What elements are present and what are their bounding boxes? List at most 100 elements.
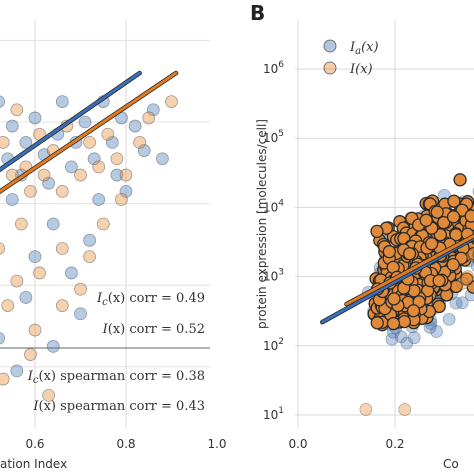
panel-a-point-ia (19, 291, 33, 304)
panel-a-point-ia (74, 307, 87, 321)
panel-a-point-i (133, 135, 147, 149)
panel-b-point-i (446, 210, 461, 224)
panel-a-point-ia (78, 115, 92, 129)
panel-b-x-tick-label: 0.0 (288, 437, 307, 451)
panel-a-point-i (119, 168, 133, 182)
panel-b-points (359, 173, 474, 416)
panel-b-point-i (437, 216, 451, 230)
panel-a-x-ticks: 0.6 0.8 1.0 (25, 437, 226, 451)
panel-a-point-i (101, 127, 115, 141)
panel-a-fit-lines (0, 70, 179, 195)
panel-b-point-ia (385, 332, 399, 346)
panel-a-point-ia (137, 144, 151, 157)
panel-a-point-i (0, 136, 10, 149)
panel-b-point-outlier (456, 276, 470, 290)
panel-b-point-i (424, 237, 439, 251)
panel-a-point-i (24, 184, 37, 198)
panel-a-point-ia (0, 95, 5, 108)
panel-a-point-i (24, 348, 37, 361)
panel-a-point-i (142, 111, 156, 125)
panel-a-point-i (0, 242, 5, 255)
legend-marker (323, 61, 337, 75)
panel-b-point-outlier (359, 403, 373, 416)
panel-b-point-outlier (398, 403, 412, 416)
panel-a-point-ia (65, 160, 78, 174)
panel-b-fit-line-orange (345, 234, 474, 306)
panel-b-point-i (397, 314, 411, 329)
panel-b-point-ia (449, 296, 463, 310)
panel-a-x-axis-label: ation Index (0, 457, 67, 471)
panel-a-point-ia (28, 250, 42, 264)
panel-a-point-ia (155, 152, 169, 166)
panel-a-point-i (55, 299, 69, 313)
panel-a-point-ia (92, 193, 106, 206)
panel-a-point-i (55, 242, 69, 255)
panel-a-point-ia (146, 103, 160, 117)
panel-b-y-ticks: 101 102 103 104 105 106 (263, 60, 284, 422)
panel-a-point-ia (46, 339, 60, 353)
legend-label: Ia(x) (349, 40, 379, 57)
panel-a-points (0, 95, 178, 402)
panel-a-point-ia (10, 364, 24, 378)
panel-a-point-ia (119, 184, 133, 198)
panel-b-point-i (430, 205, 444, 219)
panel-a-point-ia (5, 193, 19, 206)
panel-b-y-tick-label: 101 (263, 406, 284, 422)
panel-a-point-i (92, 160, 106, 174)
panel-a-annotation: Ic(x) spearman corr = 0.38 (27, 369, 205, 386)
panel-a-point-i (83, 250, 96, 264)
panel-b: B Ia(x) I(x) 101 102 103 104 105 106 0.0 0.2 pr… (250, 1, 474, 471)
panel-a-annotation: Ic(x) corr = 0.49 (96, 291, 205, 308)
panel-a-annotation: I(x) spearman corr = 0.43 (32, 399, 205, 414)
panel-a-point-ia (19, 135, 33, 149)
panel-a-point-i (165, 95, 178, 108)
panel-b-point-i (447, 194, 461, 208)
panel-a-point-i (74, 168, 87, 182)
panel-a-x-tick-label: 1.0 (207, 437, 226, 451)
panel-b-y-tick-label: 103 (263, 268, 284, 284)
panel-b-point-ia (430, 325, 443, 338)
panel-a-point-i (55, 184, 69, 198)
panel-a-point-i (42, 388, 56, 402)
panel-b-point-i (419, 213, 433, 227)
panel-b-point-i (386, 316, 401, 331)
panel-a-fit-line-blue (0, 71, 142, 172)
panel-b-y-tick-label: 105 (263, 129, 284, 145)
panel-a-annotation: I(x) corr = 0.52 (102, 322, 205, 337)
panel-a-point-i (28, 323, 42, 337)
panel-b-point-i (406, 304, 421, 318)
panel-b-x-tick-label: 0.2 (385, 437, 404, 451)
panel-b-point-i (446, 258, 460, 272)
panel-a-point-ia (42, 176, 56, 190)
panel-b-point-i (382, 245, 396, 259)
panel-b-point-ia (407, 331, 421, 345)
panel-b-point-ia (442, 312, 456, 326)
panel-b-point-i (432, 274, 446, 288)
panel-a-point-i (10, 103, 24, 117)
panel-a-point-ia (87, 152, 101, 166)
panel-b-y-tick-label: 102 (263, 337, 284, 353)
panel-b-point-ia (470, 260, 474, 272)
panel-b-y-tick-label: 106 (263, 60, 284, 76)
panel-b-point-outlier (466, 249, 474, 263)
panel-b-y-tick-label: 104 (263, 198, 284, 214)
panel-b-point-i (453, 173, 467, 187)
panel-a-x-tick-label: 0.6 (25, 437, 44, 451)
panel-a-fit-line-orange (0, 71, 178, 194)
panel-a-annotations: Ic(x) corr = 0.49 I(x) corr = 0.52 Ic(x) s… (27, 291, 205, 414)
panel-a-point-ia (83, 233, 96, 247)
panel-a-point-ia (5, 119, 19, 133)
legend-marker (323, 39, 337, 53)
panel-b-point-i (387, 292, 401, 306)
panel-a-point-i (33, 266, 46, 280)
panel-b-label: B (250, 1, 265, 25)
panel-b-y-axis-label: protein expression [molecules/cell] (255, 119, 269, 329)
panel-a-point-i (10, 274, 24, 288)
panel-a-point-i (0, 372, 10, 386)
panel-b-point-i (464, 209, 474, 223)
panel-a-point-ia (128, 119, 142, 133)
panel-b-legend: Ia(x) I(x) (323, 39, 379, 77)
panel-a-point-i (115, 193, 128, 206)
panel-a-point-ia (28, 111, 42, 125)
